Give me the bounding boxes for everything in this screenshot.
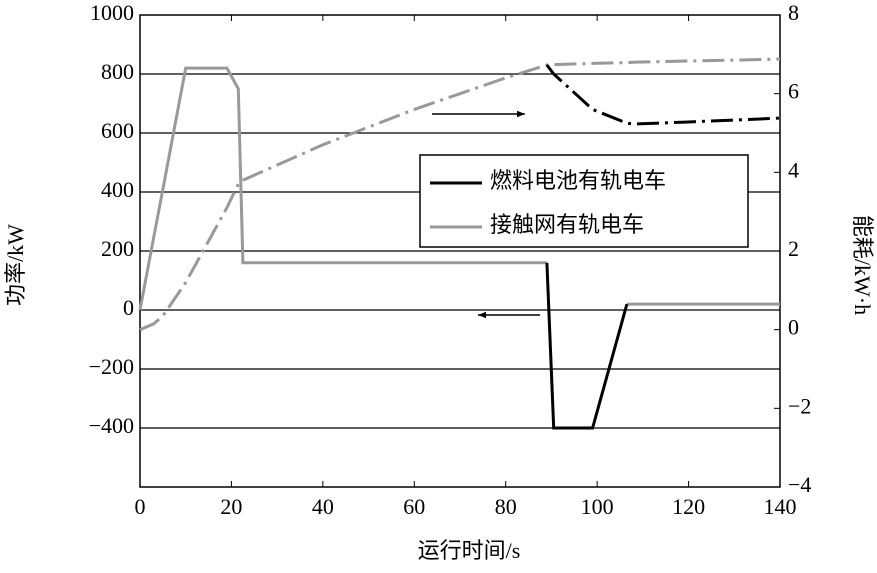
y-tick-label: −200	[89, 354, 134, 379]
y2-tick-label: 2	[788, 236, 799, 261]
y2-tick-label: 8	[788, 0, 799, 25]
legend-label: 燃料电池有轨电车	[490, 168, 666, 193]
y2-tick-label: −4	[788, 472, 811, 497]
energy-line	[545, 64, 781, 126]
y-tick-label: 800	[101, 59, 134, 84]
x-tick-label: 140	[764, 494, 797, 519]
x-tick-label: 60	[403, 494, 425, 519]
x-tick-label: 0	[135, 494, 146, 519]
x-tick-label: 80	[495, 494, 517, 519]
y2-tick-label: 0	[788, 315, 799, 340]
y-tick-label: −400	[89, 413, 134, 438]
y-tick-label: 1000	[90, 0, 134, 25]
y-axis-label: 功率/kW	[3, 224, 28, 306]
energy-line	[139, 57, 781, 332]
y-tick-label: 600	[101, 118, 134, 143]
x-tick-label: 100	[581, 494, 614, 519]
x-tick-label: 20	[220, 494, 242, 519]
power-line	[545, 262, 629, 430]
legend-box	[419, 154, 749, 248]
y2-axis-label: 能耗/kW·h	[850, 215, 875, 315]
x-axis-label: 运行时间/s	[418, 538, 521, 563]
y2-tick-label: 6	[788, 79, 799, 104]
x-tick-label: 40	[312, 494, 334, 519]
power-line	[138, 66, 780, 311]
y-tick-label: 400	[101, 177, 134, 202]
y-tick-label: 200	[101, 236, 134, 261]
y2-tick-label: −2	[788, 393, 811, 418]
x-tick-label: 120	[672, 494, 705, 519]
y2-tick-label: 4	[788, 157, 799, 182]
legend-label: 接触网有轨电车	[490, 212, 644, 237]
y-tick-label: 0	[123, 295, 134, 320]
